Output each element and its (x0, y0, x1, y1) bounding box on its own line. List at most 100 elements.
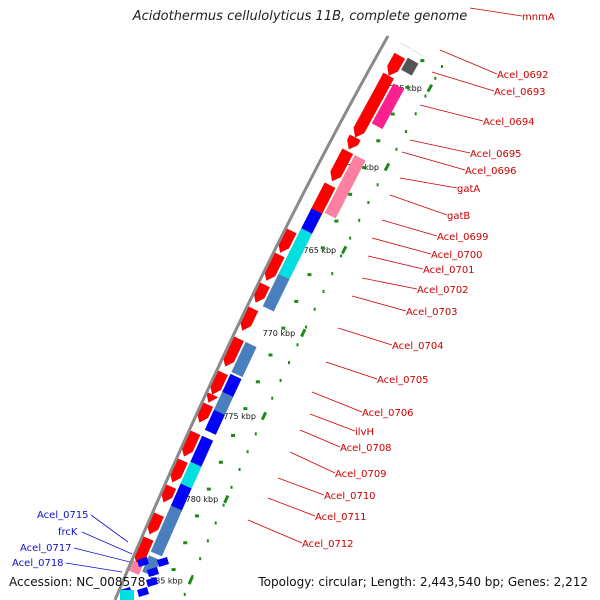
gene-label: Acel_0712 (302, 539, 354, 550)
gene-label: Acel_0705 (377, 375, 429, 386)
leader-line (361, 277, 418, 290)
leader-line (431, 71, 495, 92)
gene-label: Acel_0695 (470, 149, 522, 160)
leader-line (311, 391, 363, 413)
ruler-dot (222, 503, 225, 507)
leader-line (371, 237, 432, 255)
ruler-dot (358, 218, 361, 222)
ruler-dot (376, 183, 379, 187)
accession-label: Accession: NC_008578 (9, 575, 146, 589)
gene-label: mnmA (522, 12, 555, 23)
kbp-tick-label: 775 kbp (223, 412, 256, 421)
leader-line (277, 477, 325, 496)
kbp-tick (300, 328, 307, 338)
leader-line (309, 413, 356, 432)
leader-line (325, 361, 378, 380)
reverse-gene-feature (157, 557, 169, 567)
gene-label: Acel_0717 (20, 543, 72, 554)
ruler-dot (322, 289, 325, 293)
gene-feature (330, 148, 354, 182)
track-tick (231, 433, 236, 437)
track-tick (255, 380, 260, 384)
ruler-dot (404, 130, 407, 134)
leader-line (439, 49, 498, 75)
track-tick (348, 192, 353, 196)
ruler-dot (367, 201, 370, 205)
gene-label: Acel_0701 (423, 265, 475, 276)
gene-label: Acel_0708 (340, 443, 392, 454)
gene-feature (412, 49, 423, 56)
gene-labels: mnmA Acel_0692 Acel_0693 Acel_0694 Acel_0695… (12, 12, 555, 569)
leader-line (469, 7, 523, 17)
kbp-tick-label: 785 kbp (150, 576, 183, 585)
leader-line (73, 547, 131, 563)
gene-feature (231, 341, 257, 378)
gene-track (120, 42, 423, 600)
kbp-tick-label: 770 kbp (263, 329, 296, 338)
gene-feature (353, 72, 395, 138)
ruler-dot (440, 65, 443, 69)
ruler-dot (313, 307, 316, 311)
gene-label: Acel_0711 (315, 512, 367, 523)
leader-line (247, 519, 303, 544)
gene-label: gatA (457, 184, 480, 195)
leader-line (337, 327, 393, 346)
track-tick (294, 299, 299, 303)
backbone-circle (113, 35, 390, 600)
kbp-tick (426, 83, 434, 93)
leader-line (81, 531, 133, 555)
track-tick (243, 407, 248, 411)
gene-feature (158, 505, 183, 539)
ruler-dot (340, 254, 343, 258)
track-tick (420, 59, 425, 63)
ruler-dot (349, 236, 352, 240)
reverse-gene-feature (147, 567, 159, 577)
map-title: Acidothermus cellulolyticus 11B, complet… (132, 9, 468, 24)
gene-label: Acel_0715 (37, 510, 89, 521)
ruler-dot (305, 325, 308, 329)
track-tick (405, 85, 410, 89)
leader-line (299, 429, 341, 448)
gene-label: Acel_0702 (417, 285, 469, 296)
reverse-gene-feature (146, 577, 158, 587)
kbp-tick (223, 494, 230, 504)
leader-line (399, 177, 458, 189)
kbp-tick (383, 162, 391, 172)
ruler-dot (279, 378, 282, 382)
gene-label: Acel_0694 (483, 117, 535, 128)
gene-feature (141, 555, 161, 577)
gene-feature (346, 134, 361, 150)
gene-label: Acel_0704 (392, 341, 444, 352)
gene-label: frcK (58, 527, 78, 538)
track-tick (362, 166, 367, 170)
reverse-gene-feature (120, 590, 134, 600)
ruler-dot (183, 592, 186, 596)
genome-summary: Topology: circular; Length: 2,443,540 bp… (258, 575, 588, 589)
kbp-tick-label: 780 kbp (186, 495, 219, 504)
gene-label: Acel_0692 (497, 70, 549, 81)
ruler-dot (254, 432, 257, 436)
ruler-dot (214, 521, 217, 525)
track-tick (194, 514, 199, 518)
kbp-tick (341, 245, 348, 255)
gene-label: Acel_0700 (431, 250, 483, 261)
ruler-dot (414, 112, 417, 116)
gene-label: Acel_0718 (12, 558, 64, 569)
kbp-tick-label: 765 kbp (304, 246, 337, 255)
track-tick (307, 273, 312, 277)
leader-line (381, 219, 438, 237)
leader-line (351, 295, 407, 312)
leader-line (401, 151, 466, 171)
ruler-dot (191, 575, 194, 579)
ruler-dot (199, 557, 202, 561)
gene-label: Acel_0699 (437, 232, 489, 243)
ruler-dot (288, 361, 291, 365)
gene-label: Acel_0696 (465, 166, 517, 177)
gene-feature (262, 273, 290, 312)
gene-label: gatB (447, 211, 470, 222)
ruler-dot (424, 94, 427, 98)
kbp-tick (187, 576, 194, 585)
gene-label: Acel_0693 (494, 87, 546, 98)
leader-line (419, 104, 484, 122)
